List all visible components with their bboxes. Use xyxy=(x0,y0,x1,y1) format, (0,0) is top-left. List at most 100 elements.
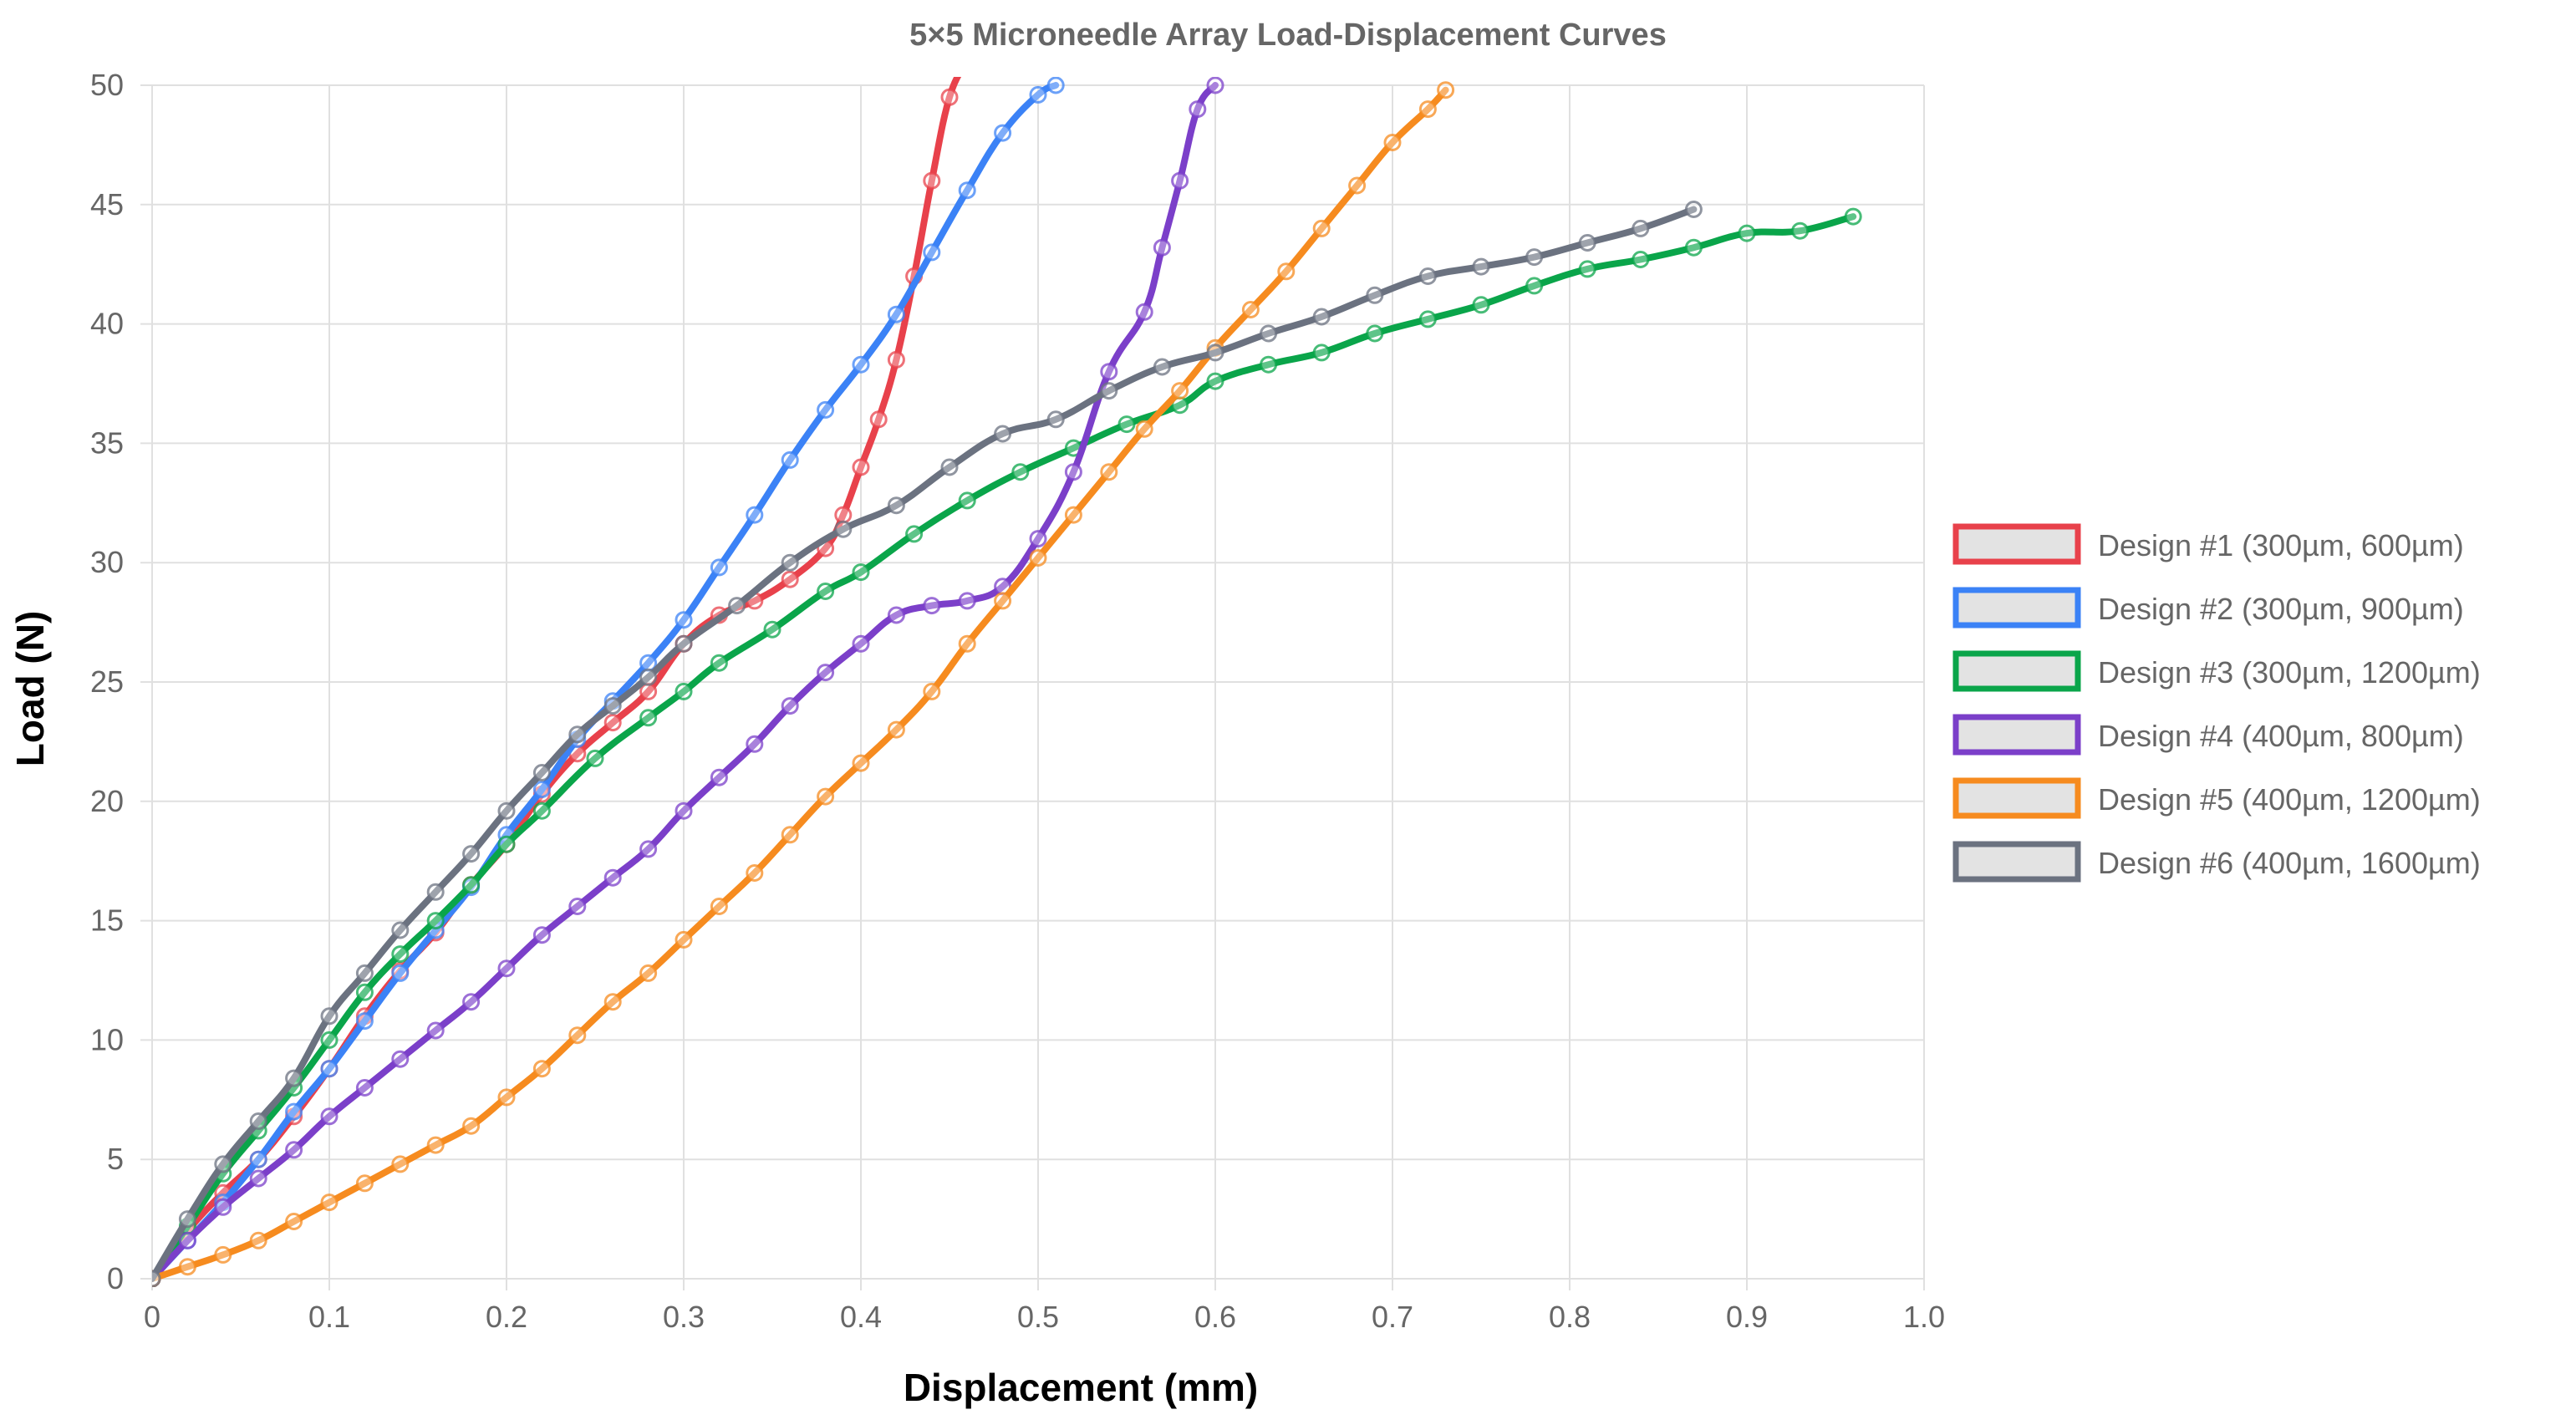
legend-item[interactable]: Design #2 (300µm, 900µm) xyxy=(1952,587,2464,629)
y-tick-labels: 0 5 10 15 20 25 30 35 40 45 50 xyxy=(90,68,124,1295)
data-point xyxy=(869,410,888,429)
data-point xyxy=(781,450,799,469)
series-1 xyxy=(152,53,975,1287)
data-point xyxy=(1366,286,1384,304)
data-point xyxy=(1011,463,1030,481)
x-tick-label: 1.0 xyxy=(1903,1300,1945,1334)
legend-item[interactable]: Design #6 (400µm, 1600µm) xyxy=(1952,841,2481,883)
data-point xyxy=(462,845,481,863)
data-point xyxy=(391,921,410,939)
data-point xyxy=(817,400,835,419)
data-point xyxy=(834,506,853,524)
data-point xyxy=(710,558,728,577)
data-point xyxy=(781,826,799,844)
x-tick-label: 0.1 xyxy=(308,1300,350,1334)
data-point xyxy=(1260,324,1278,343)
data-point xyxy=(178,1210,196,1229)
data-point xyxy=(532,802,551,820)
data-point xyxy=(1525,277,1544,295)
data-point xyxy=(285,1069,303,1087)
data-point xyxy=(1791,221,1810,240)
legend-item[interactable]: Design #3 (300µm, 1200µm) xyxy=(1952,650,2481,692)
data-point xyxy=(1578,234,1596,252)
legend-item[interactable]: Design #1 (300µm, 600µm) xyxy=(1952,523,2464,565)
data-point xyxy=(1135,303,1153,321)
data-point xyxy=(887,720,905,739)
data-point xyxy=(1632,251,1650,268)
data-point xyxy=(1348,176,1367,195)
data-point xyxy=(958,592,976,610)
data-point xyxy=(249,1231,267,1249)
legend-swatch xyxy=(1952,650,2081,692)
data-point xyxy=(1312,219,1331,237)
data-point xyxy=(1029,85,1047,104)
legend-item[interactable]: Design #5 (400µm, 1200µm) xyxy=(1952,777,2481,819)
data-point xyxy=(675,802,693,820)
legend-item[interactable]: Design #4 (400µm, 800µm) xyxy=(1952,714,2464,756)
data-point xyxy=(960,53,975,69)
legend-label: Design #1 (300µm, 600µm) xyxy=(2098,528,2464,562)
data-point xyxy=(781,697,799,715)
data-point xyxy=(639,709,658,727)
data-point xyxy=(1437,81,1455,99)
data-point xyxy=(426,912,445,930)
data-point xyxy=(355,964,374,982)
data-point xyxy=(1153,358,1171,376)
data-point xyxy=(320,1031,339,1049)
data-point xyxy=(426,1136,445,1154)
data-point xyxy=(1844,207,1862,226)
legend-swatch xyxy=(1952,777,2081,819)
data-point xyxy=(887,350,905,369)
data-point xyxy=(152,1270,161,1287)
data-point xyxy=(940,88,959,106)
legend-label: Design #5 (400µm, 1200µm) xyxy=(2098,782,2481,817)
data-point xyxy=(994,124,1012,142)
data-point xyxy=(887,496,905,515)
x-tick-label: 0.6 xyxy=(1194,1300,1236,1334)
data-point xyxy=(1206,344,1224,362)
legend-swatch xyxy=(1952,841,2081,883)
data-point xyxy=(1312,308,1331,326)
data-point xyxy=(1472,296,1490,314)
data-point xyxy=(746,864,764,882)
data-point xyxy=(1100,463,1118,481)
data-point xyxy=(462,876,481,894)
x-tick-labels: 0 0.1 0.2 0.3 0.4 0.5 0.6 0.7 0.8 0.9 1.0 xyxy=(144,1300,1945,1334)
data-point xyxy=(532,781,551,798)
data-point xyxy=(391,945,410,964)
data-point xyxy=(781,570,799,588)
data-point xyxy=(887,305,905,323)
legend-label: Design #4 (400µm, 800µm) xyxy=(2098,719,2464,753)
series-line xyxy=(152,206,1698,1282)
data-point xyxy=(568,1026,587,1045)
data-point xyxy=(1206,372,1224,390)
series-6 xyxy=(152,201,1703,1287)
data-point xyxy=(923,597,941,615)
data-point xyxy=(214,1155,232,1173)
data-point xyxy=(249,1112,267,1130)
data-point xyxy=(887,606,905,624)
legend-label: Design #2 (300µm, 900µm) xyxy=(2098,592,2464,626)
chart-title: 5×5 Microneedle Array Load-Displacement … xyxy=(909,18,1667,53)
data-point xyxy=(1241,301,1260,318)
y-tick-label: 15 xyxy=(90,903,124,938)
data-point xyxy=(923,243,941,262)
legend-label: Design #6 (400µm, 1600µm) xyxy=(2098,846,2481,880)
data-point xyxy=(958,634,976,653)
x-tick-label: 0.7 xyxy=(1372,1300,1413,1334)
data-point xyxy=(675,634,693,653)
data-point xyxy=(603,714,622,732)
data-point xyxy=(426,883,445,901)
data-point xyxy=(532,926,551,944)
data-point xyxy=(940,458,959,476)
data-point xyxy=(905,525,924,543)
x-tick-label: 0.5 xyxy=(1017,1300,1059,1334)
data-point xyxy=(1029,530,1047,548)
data-point xyxy=(710,654,728,672)
data-point xyxy=(1260,355,1278,374)
data-point xyxy=(746,506,764,524)
data-point xyxy=(320,1060,339,1078)
data-point xyxy=(285,1141,303,1159)
data-point xyxy=(675,611,693,629)
